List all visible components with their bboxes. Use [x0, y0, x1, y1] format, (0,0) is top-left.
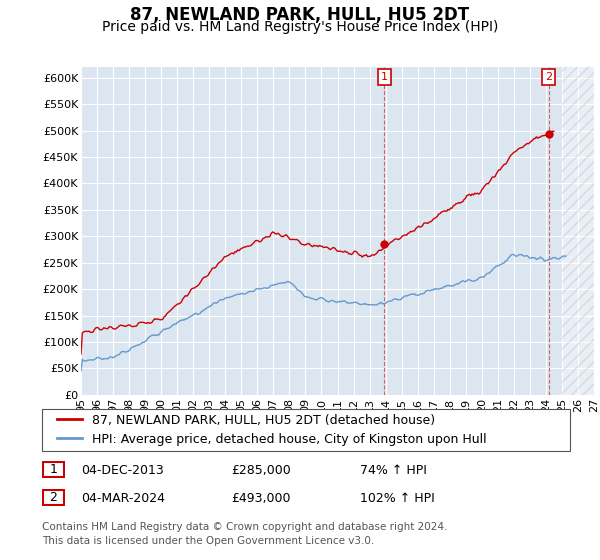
Bar: [562, 67, 594, 395]
Text: This data is licensed under the Open Government Licence v3.0.: This data is licensed under the Open Gov…: [42, 536, 374, 547]
Text: Price paid vs. HM Land Registry's House Price Index (HPI): Price paid vs. HM Land Registry's House …: [102, 20, 498, 34]
Text: 2: 2: [545, 72, 552, 82]
Text: 1: 1: [49, 463, 58, 476]
Text: 1: 1: [381, 72, 388, 82]
Text: 04-DEC-2013: 04-DEC-2013: [81, 464, 164, 477]
Text: £285,000: £285,000: [231, 464, 291, 477]
Text: £493,000: £493,000: [231, 492, 290, 505]
Text: 102% ↑ HPI: 102% ↑ HPI: [360, 492, 435, 505]
Text: 04-MAR-2024: 04-MAR-2024: [81, 492, 165, 505]
Text: Contains HM Land Registry data © Crown copyright and database right 2024.: Contains HM Land Registry data © Crown c…: [42, 522, 448, 532]
Text: 87, NEWLAND PARK, HULL, HU5 2DT: 87, NEWLAND PARK, HULL, HU5 2DT: [130, 6, 470, 24]
Text: 74% ↑ HPI: 74% ↑ HPI: [360, 464, 427, 477]
Legend: 87, NEWLAND PARK, HULL, HU5 2DT (detached house), HPI: Average price, detached h: 87, NEWLAND PARK, HULL, HU5 2DT (detache…: [53, 410, 491, 450]
Text: 2: 2: [49, 491, 58, 504]
